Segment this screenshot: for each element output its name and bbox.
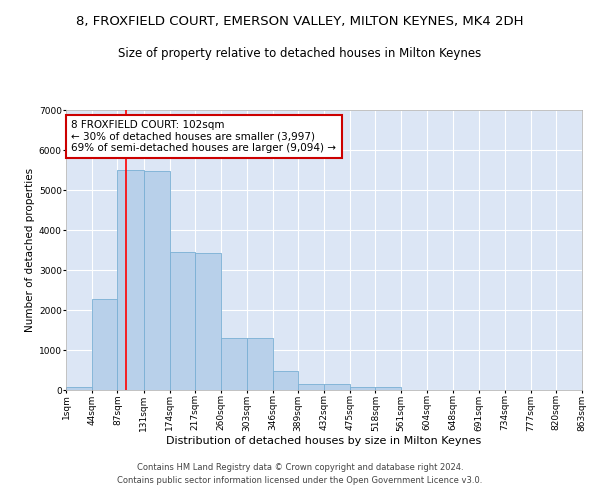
Bar [324,384,350,390]
X-axis label: Distribution of detached houses by size in Milton Keynes: Distribution of detached houses by size … [166,436,482,446]
Bar [376,387,401,390]
Bar [66,387,92,390]
Text: Contains HM Land Registry data © Crown copyright and database right 2024.
Contai: Contains HM Land Registry data © Crown c… [118,464,482,485]
Text: 8 FROXFIELD COURT: 102sqm
← 30% of detached houses are smaller (3,997)
69% of se: 8 FROXFIELD COURT: 102sqm ← 30% of detac… [71,120,337,153]
Bar [350,387,376,390]
Bar [272,371,298,390]
Text: Size of property relative to detached houses in Milton Keynes: Size of property relative to detached ho… [118,48,482,60]
Bar [247,338,272,390]
Text: 8, FROXFIELD COURT, EMERSON VALLEY, MILTON KEYNES, MK4 2DH: 8, FROXFIELD COURT, EMERSON VALLEY, MILT… [76,15,524,28]
Bar [144,171,170,390]
Bar [221,338,247,390]
Bar [92,299,118,390]
Bar [170,252,195,390]
Bar [118,170,144,390]
Bar [195,253,221,390]
Bar [298,384,324,390]
Y-axis label: Number of detached properties: Number of detached properties [25,168,35,332]
